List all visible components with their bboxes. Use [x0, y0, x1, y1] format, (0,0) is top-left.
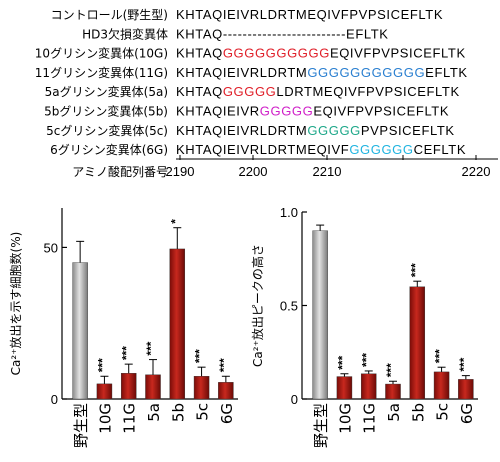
category-label: 10G	[336, 403, 354, 434]
y-tick-label: 0	[51, 392, 58, 407]
sequence-segment: KHTAQIEIVRLDRTM	[176, 65, 307, 80]
y-axis-label: Ca²⁺放出を示す細胞数(%)	[8, 232, 23, 376]
sequence-segment: KHTAQ	[176, 46, 223, 61]
y-tick-label: 0	[291, 392, 298, 407]
alignment-row-label: 5bグリシン変異体(5b)	[44, 104, 168, 119]
alignment-row-label: 5aグリシン変異体(5a)	[45, 84, 168, 99]
bar	[96, 383, 113, 400]
category-label: 5b	[169, 403, 187, 422]
category-label: 11G	[361, 403, 379, 434]
sequence-segment: LDRTMEQIVFPVPSICEFLTK	[276, 84, 459, 99]
significance-marker: ***	[408, 263, 422, 277]
category-label: 5a	[145, 403, 163, 422]
sequence-segment: KHTAQIEIVRLDRTMEQIVFPVPSICEFLTK	[176, 7, 443, 22]
ruler-tick-label: 2190	[166, 164, 195, 179]
alignment-sequence: KHTAQIEIVRLDRTMGGGGGPVPSICEFLTK	[176, 123, 455, 138]
significance-marker: ***	[95, 358, 109, 372]
bar	[409, 286, 426, 400]
bar	[169, 248, 186, 400]
alignment-sequence: KHTAQIEIVRLDRTMEQIVFPVPSICEFLTK	[176, 7, 443, 22]
category-label: 10G	[96, 403, 114, 434]
sequence-segment: KHTAQIEIVR	[176, 104, 260, 119]
significance-marker: ***	[193, 349, 207, 363]
alignment-sequence: KHTAQIEIVRLDRTMEQIVFGGGGGGCEFLTK	[176, 142, 466, 157]
y-tick-label: 0.5	[280, 299, 298, 314]
alignment-row-label: 6グリシン変異体(6G)	[50, 142, 168, 157]
significance-marker: ***	[144, 341, 158, 355]
bar	[145, 374, 161, 400]
alignment-row-label: HD3欠損変異体	[82, 26, 168, 41]
sequence-segment: CEFLTK	[414, 142, 466, 157]
bar	[193, 376, 210, 400]
alignment-sequence: KHTAQGGGGGGGGGGEQIVFPVPSICEFLTK	[176, 46, 466, 61]
bar	[72, 262, 88, 400]
alignment-row-label: 5cグリシン変異体(5c)	[46, 123, 168, 138]
alignment-row-label: 10グリシン変異体(10G)	[35, 46, 168, 61]
significance-marker: ***	[433, 349, 447, 363]
category-label: 野生型	[72, 403, 90, 448]
ruler-tick-label: 2220	[462, 164, 491, 179]
sequence-segment: KHTAQIEIVRLDRTM	[176, 123, 307, 138]
category-label: 11G	[121, 403, 139, 434]
sequence-segment: KHTAQ	[176, 84, 223, 99]
sequence-segment: GGGGG	[260, 104, 314, 119]
significance-marker: ***	[217, 358, 231, 372]
category-label: 6G	[458, 403, 476, 424]
sequence-segment: GGGGG	[307, 123, 361, 138]
sequence-segment: EFLTK	[425, 65, 468, 80]
alignment-sequence: KHTAQIEIVRGGGGGEQIVFPVPSICEFLTK	[176, 104, 449, 119]
sequence-segment: GGGGGGGGGG	[223, 46, 330, 61]
alignment-sequence: KHTAQGGGGGLDRTMEQIVFPVPSICEFLTK	[176, 84, 460, 99]
bar	[120, 373, 137, 400]
category-label: 5a	[385, 403, 403, 422]
bar	[433, 371, 450, 400]
sequence-alignment: コントロール(野生型) KHTAQIEIVRLDRTMEQIVFPVPSICEFL…	[35, 7, 498, 179]
significance-marker: ***	[384, 363, 398, 377]
alignment-sequence: KHTAQ-------------------------EFLTK	[176, 26, 389, 41]
alignment-row-label: 11グリシン変異体(11G)	[35, 65, 168, 80]
category-label: 5c	[434, 403, 452, 421]
category-label: 5c	[194, 403, 212, 421]
significance-marker: ***	[360, 353, 374, 367]
chart-cell-percentage: 0 50 Ca²⁺放出を示す細胞数(%) 野生型 *** 10G *** 11G *** 5a * 5…	[8, 208, 238, 448]
bar	[218, 382, 234, 400]
alignment-row-label: コントロール(野生型)	[51, 8, 168, 22]
sequence-segment: GGGGGGGGGGG	[307, 65, 425, 80]
sequence-segment: GGGGG	[223, 84, 277, 99]
significance-marker: *	[168, 219, 182, 224]
bar	[360, 373, 377, 400]
bar	[312, 230, 328, 400]
y-tick-label: 1.0	[280, 205, 298, 220]
category-label: 6G	[218, 403, 236, 424]
bar	[385, 383, 401, 400]
ruler-tick-label: 2210	[313, 164, 342, 179]
alignment-sequence: KHTAQIEIVRLDRTMGGGGGGGGGGGEFLTK	[176, 65, 468, 80]
sequence-segment: EQIVFPVPSICEFLTK	[330, 46, 466, 61]
significance-marker: ***	[335, 355, 349, 369]
category-label: 野生型	[312, 403, 330, 448]
sequence-segment: EQIVFPVPSICEFLTK	[313, 104, 449, 119]
sequence-segment: PVPSICEFLTK	[361, 123, 455, 138]
y-axis-label: Ca²⁺放出ピークの高さ	[250, 244, 265, 367]
sequence-segment: GGGGGG	[349, 142, 413, 157]
ruler-tick-label: 2200	[239, 164, 268, 179]
sequence-segment: KHTAQIEIVRLDRTMEQIVF	[176, 142, 349, 157]
bar	[336, 376, 353, 400]
ruler-axis-label: アミノ酸配列番号	[72, 164, 168, 179]
category-label: 5b	[409, 403, 427, 422]
y-tick-label: 50	[44, 240, 58, 255]
sequence-segment: KHTAQ-------------------------EFLTK	[176, 26, 389, 41]
significance-marker: ***	[120, 346, 134, 360]
bar	[458, 379, 474, 400]
significance-marker: ***	[457, 357, 471, 371]
